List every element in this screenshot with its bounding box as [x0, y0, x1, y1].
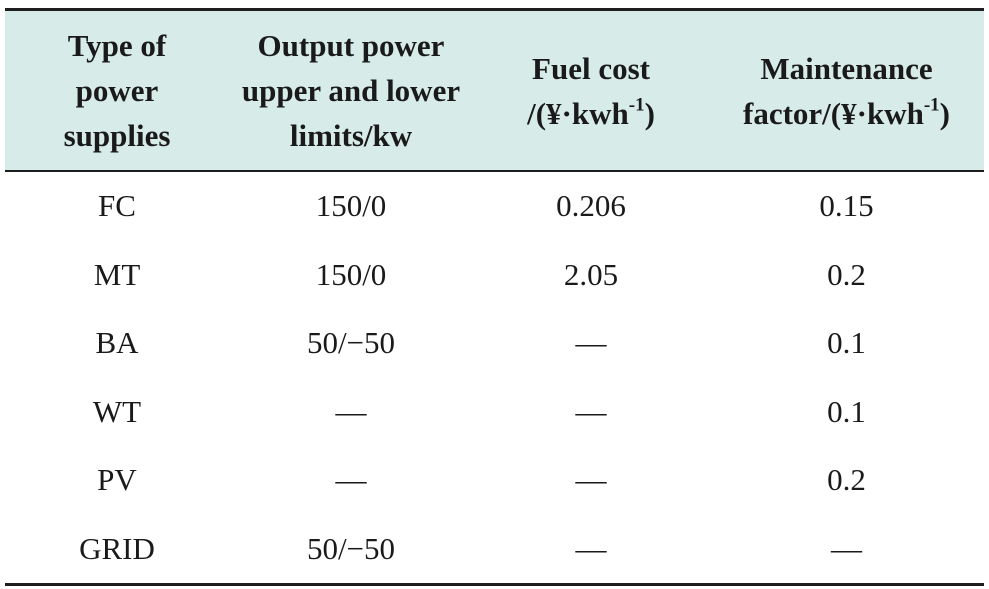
cell-maintenance: 0.2	[827, 256, 866, 292]
bottom-rule	[5, 583, 984, 586]
cell-output: 50/−50	[306, 530, 396, 566]
header-fuel-close: )	[644, 95, 655, 131]
header-output-line-2: upper and lower	[241, 73, 461, 108]
cell-fuel: —	[575, 462, 607, 498]
header-maint-line-2: factor/(¥·kwh-1)	[743, 91, 950, 136]
header-output-line-3: limits/kw	[289, 118, 413, 153]
table-row: GRID 50/−50 — —	[5, 515, 984, 584]
cell-fuel: 2.05	[563, 256, 619, 292]
header-maint-exponent: -1	[923, 94, 940, 116]
header-fuel-exponent: -1	[628, 94, 645, 116]
header-rule	[5, 170, 984, 172]
cell-type: GRID	[79, 530, 155, 566]
cell-type: WT	[92, 393, 142, 429]
cell-fuel: —	[575, 393, 607, 429]
cell-type: FC	[98, 188, 136, 224]
header-maint-unit: factor/(¥·kwh	[743, 95, 924, 131]
header-output-power: Output power upper and lower limits/kw	[229, 23, 473, 158]
top-rule	[5, 8, 984, 11]
header-type-line-1: Type of	[67, 28, 167, 63]
header-maint-close: )	[939, 95, 950, 131]
header-output-line-1: Output power	[257, 28, 445, 63]
cell-fuel: —	[575, 325, 607, 361]
cell-maintenance: —	[831, 530, 862, 566]
table-header: Type of power supplies Output power uppe…	[5, 11, 984, 170]
table-row: BA 50/−50 — 0.1	[5, 309, 984, 378]
cell-maintenance: 0.2	[827, 462, 866, 498]
header-fuel-line-1: Fuel cost	[532, 50, 650, 86]
table-row: FC 150/0 0.206 0.15	[5, 172, 984, 241]
cell-maintenance: 0.1	[827, 393, 866, 429]
table-row: PV — — 0.2	[5, 446, 984, 515]
cell-fuel: 0.206	[556, 188, 626, 224]
power-supply-table: Type of power supplies Output power uppe…	[5, 8, 984, 586]
cell-output: —	[335, 462, 367, 498]
header-fuel-unit: /(¥·kwh	[527, 95, 629, 131]
cell-type: BA	[95, 325, 139, 361]
table-body: FC 150/0 0.206 0.15 MT 150/0 2.05 0.2 BA…	[5, 172, 984, 583]
cell-output: —	[335, 393, 367, 429]
header-maint-line-1: Maintenance	[760, 50, 933, 86]
table-row: WT — — 0.1	[5, 378, 984, 447]
cell-output: 150/0	[315, 256, 387, 292]
header-maintenance: Maintenance factor/(¥·kwh-1)	[709, 46, 984, 136]
cell-type: PV	[97, 462, 137, 498]
header-fuel-cost: Fuel cost /(¥·kwh-1)	[473, 46, 709, 136]
table-row: MT 150/0 2.05 0.2	[5, 241, 984, 310]
header-type-line-2: power	[75, 73, 159, 108]
cell-output: 50/−50	[306, 325, 396, 361]
cell-maintenance: 0.1	[827, 325, 866, 361]
cell-output: 150/0	[315, 188, 387, 224]
cell-type: MT	[93, 256, 141, 292]
cell-maintenance: 0.15	[819, 188, 874, 224]
header-fuel-line-2: /(¥·kwh-1)	[527, 91, 655, 136]
cell-fuel: —	[575, 530, 607, 566]
header-type: Type of power supplies	[5, 23, 229, 158]
header-type-line-3: supplies	[63, 118, 171, 153]
